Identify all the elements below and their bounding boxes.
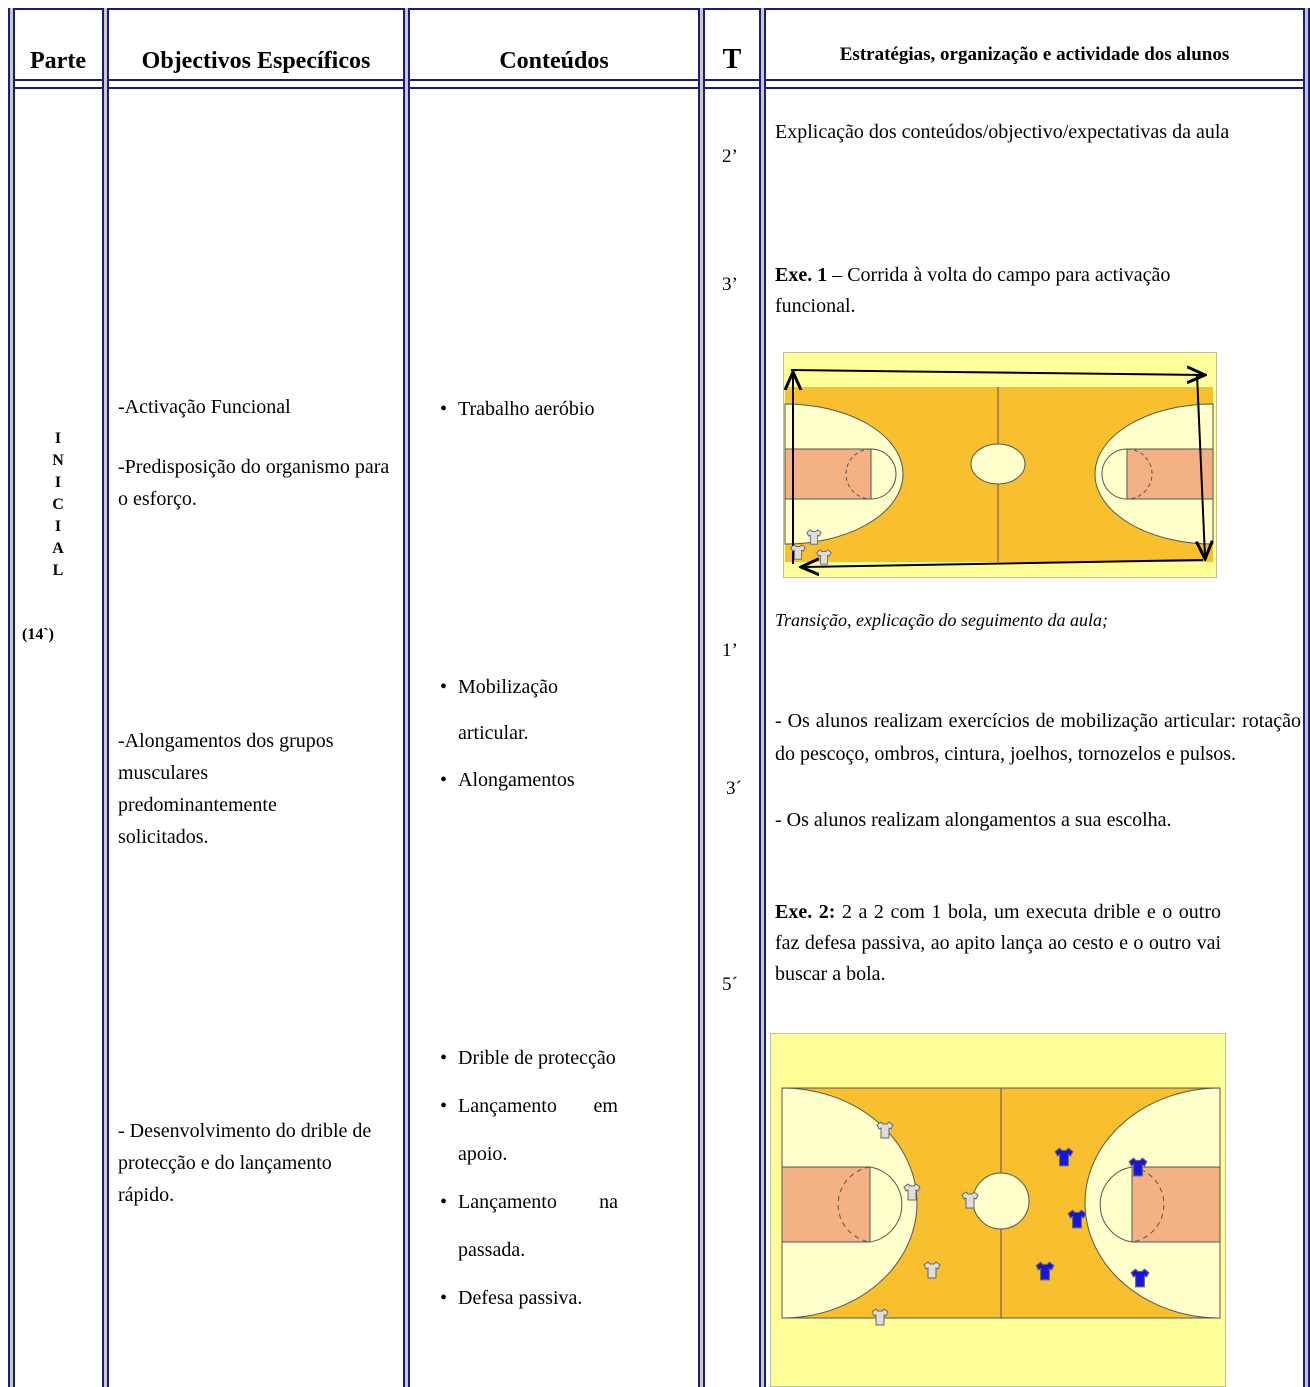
letter: A (52, 540, 64, 557)
border (403, 8, 410, 1387)
objective: - Desenvolvimento do drible de protecção… (118, 1120, 372, 1206)
content-item: Lançamento em apoio. (438, 1082, 618, 1178)
header: Estratégias, organização e actividade do… (839, 44, 1230, 65)
content-item: Trabalho aeróbio (438, 385, 693, 433)
content-item: Drible de protecção (438, 1034, 690, 1082)
contents: Mobilização articular. Alongamentos (438, 664, 598, 804)
exercise-text: – Corrida à volta do campo para activaçã… (775, 264, 1171, 317)
border (1303, 8, 1310, 1387)
objective: -Activação Funcional (118, 396, 291, 418)
letter: C (52, 496, 64, 513)
header: T (722, 44, 742, 75)
letter: I (54, 474, 62, 491)
border (102, 8, 109, 1387)
border (759, 8, 766, 1387)
letter: I (54, 518, 62, 535)
strategy: Exe. 2: 2 a 2 com 1 bola, um executa dri… (775, 897, 1221, 990)
time: 2’ (722, 146, 738, 167)
header: Parte (30, 48, 86, 74)
border (8, 79, 1310, 81)
strategy: Exe. 1 – Corrida à volta do campo para a… (775, 260, 1220, 322)
time: 1’ (722, 640, 738, 661)
contents: Drible de protecção Lançamento em apoio.… (438, 1034, 690, 1322)
transition: Transição, explicação do seguimento da a… (775, 610, 1108, 630)
objective: -Alongamentos dos grupos musculares pred… (118, 730, 334, 848)
letter: N (52, 452, 64, 469)
letter: I (54, 430, 62, 447)
header: Conteúdos (499, 48, 609, 74)
objective: -Predisposição do organismo para o esfor… (118, 456, 390, 510)
contents: Trabalho aeróbio (438, 385, 693, 433)
content-item: Defesa passiva. (438, 1274, 690, 1322)
exercise-text: 2 a 2 com 1 bola, um executa drible e o … (775, 901, 1222, 985)
strategy: - Os alunos realizam alongamentos a sua … (775, 809, 1172, 831)
time: 5´ (722, 974, 738, 995)
border (8, 87, 1310, 89)
court-diagram (783, 352, 1217, 578)
part-letters: I N I C I A L (15, 428, 101, 582)
letter: L (52, 562, 64, 579)
strategy: - Os alunos realizam exercícios de mobil… (775, 710, 1301, 765)
strategy: Explicação dos conteúdos/objectivo/expec… (775, 121, 1230, 143)
content-item: Mobilização articular. (438, 664, 598, 756)
time: 3´ (726, 778, 742, 799)
time: 3’ (722, 274, 738, 295)
exercise-label: Exe. 2: (775, 901, 836, 923)
content-item: Lançamento na passada. (438, 1178, 618, 1274)
content-item: Alongamentos (438, 756, 598, 804)
border (698, 8, 705, 1387)
exercise-label: Exe. 1 (775, 264, 828, 286)
court-diagram (770, 1033, 1226, 1387)
duration: (14`) (22, 626, 54, 643)
border (8, 8, 15, 1387)
border (8, 8, 1310, 10)
header: Objectivos Específicos (141, 48, 371, 74)
